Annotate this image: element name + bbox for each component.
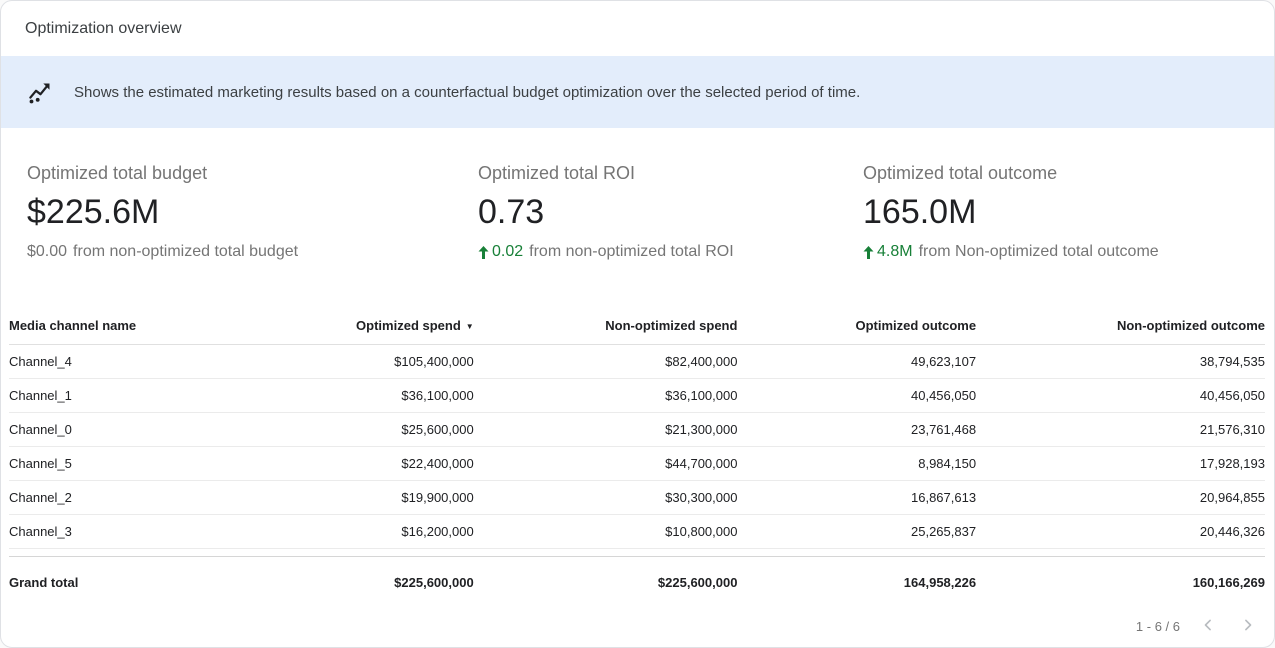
column-header-label: Non-optimized outcome — [1116, 318, 1265, 333]
column-header-optimized-spend[interactable]: Optimized spend ▼ — [184, 308, 474, 345]
kpi-delta-positive: 4.8M — [863, 242, 913, 262]
table-cell: $16,200,000 — [184, 514, 474, 549]
prev-page-button[interactable] — [1196, 614, 1220, 638]
kpi-delta: $0.00 from non-optimized total budget — [27, 242, 478, 262]
column-header-label: Non-optimized spend — [605, 318, 738, 333]
table-cell: 16,867,613 — [737, 480, 977, 515]
next-page-button[interactable] — [1236, 614, 1260, 638]
table-cell: Channel_1 — [9, 378, 185, 413]
table-cell: 8,984,150 — [737, 446, 977, 481]
kpi-delta-value: 0.02 — [492, 243, 524, 260]
table-cell: Channel_2 — [9, 480, 185, 515]
grand-total-cell: 164,958,226 — [903, 575, 977, 590]
table-cell: 20,964,855 — [976, 480, 1265, 515]
kpi-value: 165.0M — [863, 193, 977, 231]
table-cell: 17,928,193 — [976, 446, 1265, 481]
pagination-label: 1 - 6 / 6 — [1135, 618, 1180, 634]
kpi-optimized-total-outcome: Optimized total outcome 165.0M 4.8M from… — [863, 162, 1274, 262]
table-cell: $19,900,000 — [184, 480, 474, 515]
kpi-label: Optimized total outcome — [863, 163, 1058, 183]
table-cell: 40,456,050 — [737, 378, 977, 413]
table-cell: 21,576,310 — [976, 412, 1265, 447]
table-header-row: Media channel name Optimized spend ▼ Non-… — [9, 308, 1265, 345]
kpi-delta-value: 4.8M — [877, 243, 913, 260]
table-row: Channel_3 $16,200,000 $10,800,000 25,265… — [9, 514, 1265, 549]
channel-table-wrapper: Media channel name Optimized spend ▼ Non-… — [9, 308, 1265, 606]
kpi-optimized-total-roi: Optimized total ROI 0.73 0.02 from non-o… — [478, 162, 863, 262]
table-cell: $105,400,000 — [184, 344, 474, 379]
banner-text: Shows the estimated marketing results ba… — [74, 83, 861, 101]
table-cell: 49,623,107 — [737, 344, 977, 379]
table-cell: $82,400,000 — [473, 344, 738, 379]
kpi-label: Optimized total ROI — [478, 163, 636, 183]
table-cell: Channel_0 — [9, 412, 185, 447]
page-title: Optimization overview — [25, 20, 182, 37]
kpi-value: $225.6M — [27, 193, 160, 231]
table-cell: Channel_4 — [9, 344, 185, 379]
table-cell: $36,100,000 — [473, 378, 738, 413]
table-row: Channel_2 $19,900,000 $30,300,000 16,867… — [9, 480, 1265, 515]
table-row: Channel_5 $22,400,000 $44,700,000 8,984,… — [9, 446, 1265, 481]
table-row: Channel_0 $25,600,000 $21,300,000 23,761… — [9, 412, 1265, 447]
kpi-delta-text: from non-optimized total budget — [73, 243, 299, 260]
table-cell: $22,400,000 — [184, 446, 474, 481]
pagination: 1 - 6 / 6 — [1, 606, 1274, 638]
table-cell: Channel_3 — [9, 514, 185, 549]
table-row: Channel_1 $36,100,000 $36,100,000 40,456… — [9, 378, 1265, 413]
table-cell: $30,300,000 — [473, 480, 738, 515]
grand-total-label: Grand total — [9, 575, 79, 590]
kpi-delta-text: from non-optimized total ROI — [529, 243, 734, 260]
info-banner: Shows the estimated marketing results ba… — [1, 56, 1274, 128]
kpi-label: Optimized total budget — [27, 163, 208, 183]
column-header-non-optimized-outcome[interactable]: Non-optimized outcome — [976, 308, 1265, 345]
kpi-optimized-total-budget: Optimized total budget $225.6M $0.00 fro… — [27, 162, 478, 262]
chevron-right-icon — [1238, 615, 1258, 638]
channel-table: Media channel name Optimized spend ▼ Non-… — [9, 308, 1265, 606]
sort-descending-icon: ▼ — [465, 322, 474, 331]
table-cell: 40,456,050 — [976, 378, 1265, 413]
table-cell: 38,794,535 — [976, 344, 1265, 379]
table-cell: 23,761,468 — [737, 412, 977, 447]
column-header-non-optimized-spend[interactable]: Non-optimized spend — [473, 308, 738, 345]
table-cell: 25,265,837 — [737, 514, 977, 549]
kpi-delta: 0.02 from non-optimized total ROI — [478, 242, 863, 262]
insights-icon — [27, 79, 54, 106]
kpi-delta-positive: 0.02 — [478, 242, 523, 262]
table-cell: $25,600,000 — [184, 412, 474, 447]
kpi-delta-text: from Non-optimized total outcome — [918, 243, 1159, 260]
column-header-media-channel-name[interactable]: Media channel name — [9, 308, 185, 345]
kpi-delta: 4.8M from Non-optimized total outcome — [863, 242, 1274, 262]
arrow-up-icon — [863, 245, 874, 259]
kpi-row: Optimized total budget $225.6M $0.00 fro… — [1, 128, 1274, 262]
grand-total-cell: $225,600,000 — [657, 575, 738, 590]
table-cell: $10,800,000 — [473, 514, 738, 549]
table-cell: 20,446,326 — [976, 514, 1265, 549]
column-header-label: Media channel name — [9, 318, 137, 333]
chevron-left-icon — [1198, 615, 1218, 638]
column-header-optimized-outcome[interactable]: Optimized outcome — [737, 308, 977, 345]
column-header-label: Optimized outcome — [855, 318, 977, 333]
kpi-value: 0.73 — [478, 193, 545, 231]
grand-total-cell: $225,600,000 — [394, 575, 474, 590]
grand-total-row: Grand total $225,600,000 $225,600,000 16… — [9, 557, 1265, 607]
arrow-up-icon — [478, 245, 489, 259]
table-cell: $36,100,000 — [184, 378, 474, 413]
column-header-label: Optimized spend — [356, 318, 461, 333]
table-cell: $44,700,000 — [473, 446, 738, 481]
table-spacer — [9, 548, 1265, 557]
table-cell: Channel_5 — [9, 446, 185, 481]
table-cell: $21,300,000 — [473, 412, 738, 447]
grand-total-cell: 160,166,269 — [1192, 575, 1265, 590]
kpi-delta-value: $0.00 — [27, 243, 68, 260]
table-row: Channel_4 $105,400,000 $82,400,000 49,62… — [9, 344, 1265, 379]
